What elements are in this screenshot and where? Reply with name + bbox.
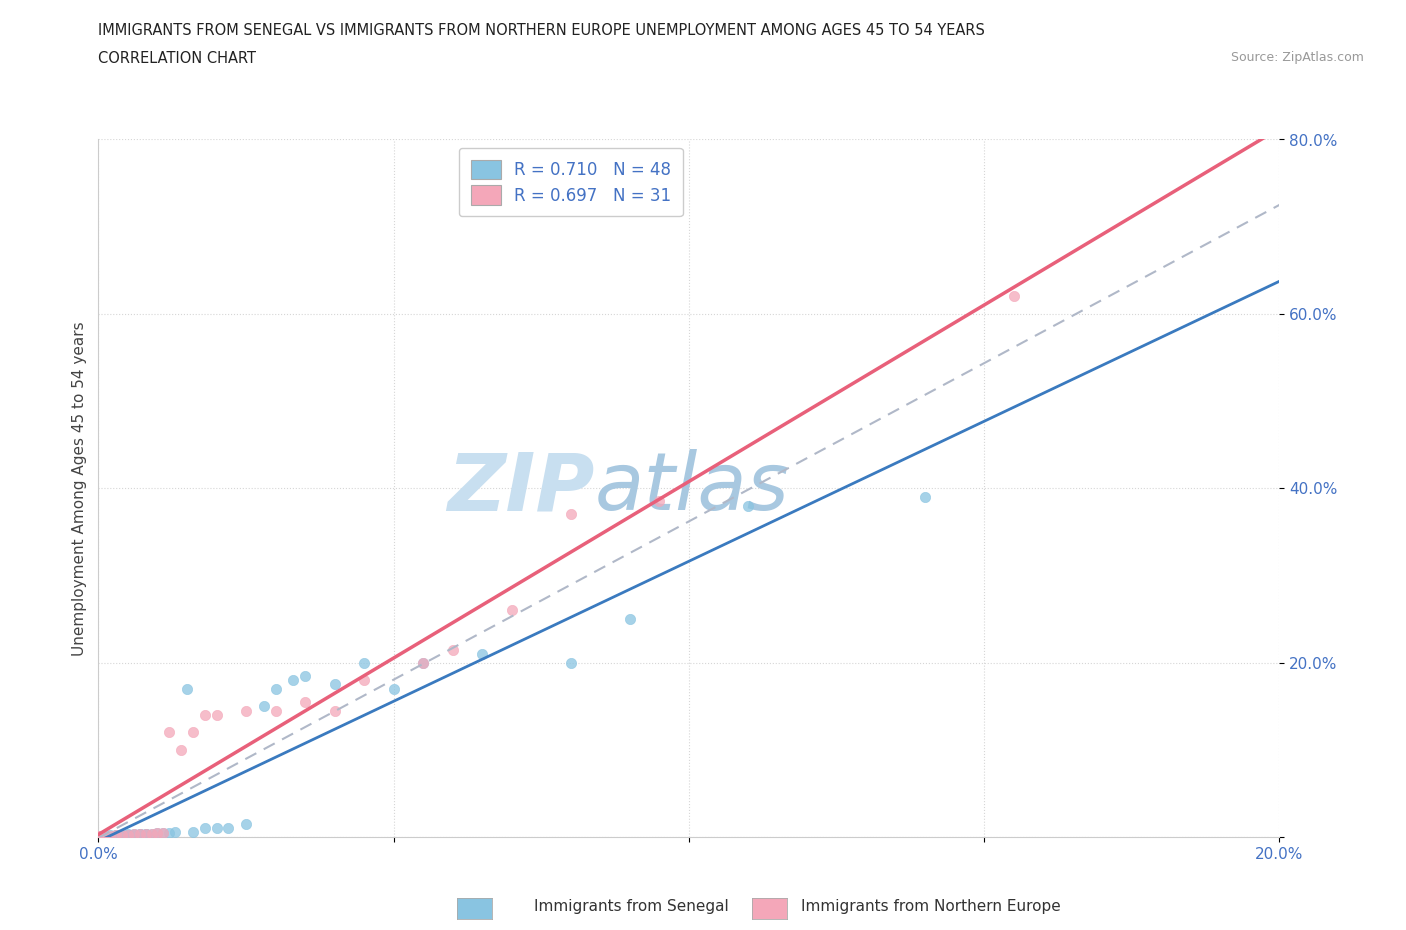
Point (128, 827, 150, 842)
Point (135, 826, 157, 841)
Point (323, 703, 346, 718)
Text: IMMIGRANTS FROM SENEGAL VS IMMIGRANTS FROM NORTHERN EUROPE UNEMPLOYMENT AMONG AG: IMMIGRANTS FROM SENEGAL VS IMMIGRANTS FR… (98, 23, 986, 38)
Point (170, 742, 193, 757)
Point (152, 825, 174, 840)
Point (105, 828, 128, 843)
Point (412, 655, 434, 670)
Text: atlas: atlas (595, 449, 789, 527)
Point (157, 825, 180, 840)
Point (105, 828, 128, 843)
Point (111, 829, 134, 844)
Point (87, 830, 110, 844)
Point (105, 828, 128, 843)
Point (135, 827, 157, 842)
Point (560, 507, 582, 522)
Point (353, 655, 375, 670)
Point (141, 826, 163, 841)
Point (412, 655, 434, 670)
Point (217, 821, 239, 836)
Point (117, 828, 139, 843)
Point (253, 698, 276, 713)
Point (235, 703, 257, 718)
Legend: R = 0.710   N = 48, R = 0.697   N = 31: R = 0.710 N = 48, R = 0.697 N = 31 (458, 148, 683, 217)
Point (98, 829, 121, 844)
Point (128, 827, 150, 842)
Point (87, 830, 110, 844)
Text: Immigrants from Northern Europe: Immigrants from Northern Europe (801, 899, 1062, 914)
Point (87, 830, 110, 844)
Point (87, 830, 110, 844)
Text: Immigrants from Senegal: Immigrants from Senegal (534, 899, 730, 914)
Point (93, 829, 115, 844)
Point (181, 725, 204, 740)
Point (353, 672, 375, 687)
Point (648, 494, 671, 509)
Point (98, 828, 121, 843)
Point (283, 672, 305, 687)
Point (111, 828, 134, 843)
Point (87, 829, 110, 844)
Text: ZIP: ZIP (447, 449, 595, 527)
Point (141, 826, 163, 841)
Point (93, 830, 115, 844)
Point (87, 829, 110, 844)
Point (1002, 289, 1025, 304)
Point (152, 825, 174, 840)
Point (294, 669, 316, 684)
Point (194, 821, 217, 836)
Point (146, 825, 169, 840)
Point (122, 828, 145, 843)
Point (122, 827, 145, 842)
Text: CORRELATION CHART: CORRELATION CHART (98, 51, 256, 66)
Point (181, 824, 204, 839)
Point (98, 830, 121, 844)
Point (264, 682, 287, 697)
Point (117, 827, 139, 842)
Point (87, 830, 110, 844)
Point (176, 682, 198, 697)
Text: Source: ZipAtlas.com: Source: ZipAtlas.com (1230, 51, 1364, 64)
Point (382, 682, 405, 697)
Point (117, 828, 139, 843)
Point (105, 829, 128, 844)
Point (235, 817, 257, 831)
Point (111, 828, 134, 843)
Point (128, 826, 150, 841)
Point (146, 825, 169, 840)
Point (135, 826, 157, 841)
Y-axis label: Unemployment Among Ages 45 to 54 years: Unemployment Among Ages 45 to 54 years (72, 321, 87, 656)
Point (471, 646, 494, 661)
Point (87, 829, 110, 844)
Point (441, 642, 464, 657)
Point (93, 829, 115, 844)
Point (194, 708, 217, 723)
Point (165, 824, 187, 839)
Point (914, 489, 936, 504)
Point (87, 830, 110, 844)
Point (560, 655, 582, 670)
Point (157, 725, 180, 740)
Point (122, 827, 145, 842)
Point (264, 703, 287, 718)
Point (323, 677, 346, 692)
Point (294, 695, 316, 710)
Point (205, 821, 228, 836)
Point (737, 498, 759, 513)
Point (501, 603, 523, 618)
Point (87, 829, 110, 844)
Point (117, 828, 139, 843)
Point (205, 708, 228, 723)
Point (619, 612, 641, 627)
